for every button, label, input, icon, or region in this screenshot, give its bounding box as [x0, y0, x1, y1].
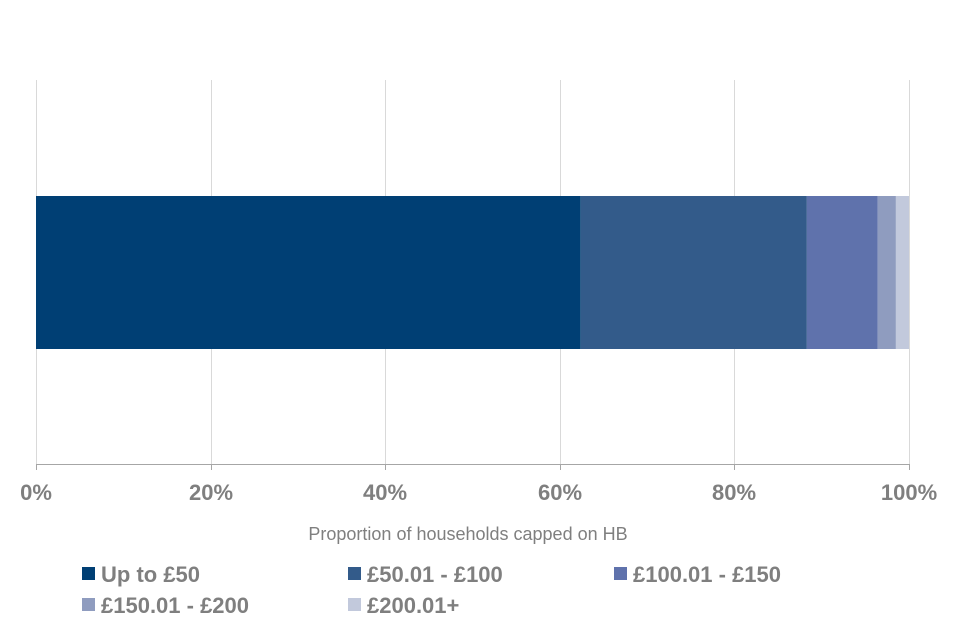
- legend-label: £100.01 - £150: [633, 562, 781, 587]
- legend-label: £150.01 - £200: [101, 593, 249, 618]
- bar-segment-2: [580, 196, 807, 349]
- x-axis: 0% 20% 40% 60% 80% 100%: [20, 464, 937, 505]
- bar-segment-5: [895, 196, 909, 349]
- legend-label: £50.01 - £100: [367, 562, 503, 587]
- x-tick-label: 0%: [20, 480, 52, 505]
- legend: Up to £50 £50.01 - £100 £100.01 - £150 £150…: [82, 562, 781, 618]
- x-tick-label: 100%: [881, 480, 937, 505]
- x-axis-title: Proportion of households capped on HB: [308, 524, 627, 544]
- bar-segment-4: [877, 196, 896, 349]
- x-tick-label: 60%: [538, 480, 582, 505]
- legend-label: £200.01+: [367, 593, 459, 618]
- bar-segment-3: [806, 196, 878, 349]
- legend-swatch: [82, 567, 95, 580]
- legend-swatch: [348, 598, 361, 611]
- legend-label: Up to £50: [101, 562, 200, 587]
- bar-segment-1: [36, 196, 581, 349]
- x-tick-label: 20%: [189, 480, 233, 505]
- bar-segments: [36, 196, 909, 349]
- legend-swatch: [82, 598, 95, 611]
- x-tick-label: 80%: [712, 480, 756, 505]
- legend-swatch: [614, 567, 627, 580]
- x-tick-label: 40%: [363, 480, 407, 505]
- legend-swatch: [348, 567, 361, 580]
